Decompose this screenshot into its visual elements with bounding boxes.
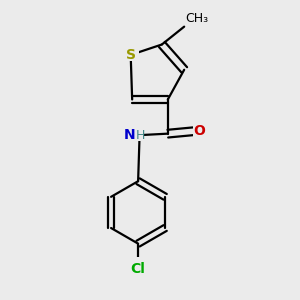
- Text: CH₃: CH₃: [186, 12, 209, 25]
- Bar: [130, 257, 146, 269]
- Bar: [193, 125, 204, 137]
- Bar: [122, 129, 142, 141]
- Text: S: S: [126, 48, 136, 62]
- Bar: [122, 49, 139, 61]
- Text: O: O: [194, 124, 206, 138]
- Text: H: H: [136, 129, 145, 142]
- Text: Cl: Cl: [131, 262, 146, 276]
- Text: N: N: [124, 128, 135, 142]
